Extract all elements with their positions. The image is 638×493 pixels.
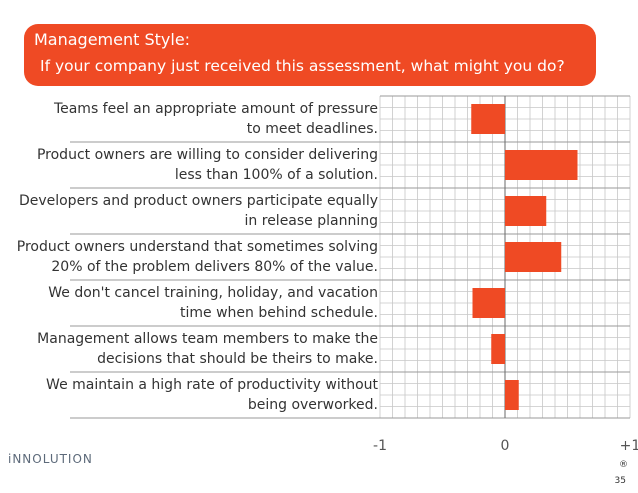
- x-tick-label: +1: [620, 438, 638, 454]
- row-label-line: Product owners understand that sometimes…: [16, 239, 378, 255]
- row-label-line: being overworked.: [247, 397, 378, 413]
- bar-7: [505, 380, 519, 410]
- bar-5: [472, 288, 505, 318]
- row-label: We don't cancel training, holiday, and v…: [4, 280, 378, 326]
- row-label-line: Teams feel an appropriate amount of pres…: [53, 101, 378, 117]
- slide-question: If your company just received this asses…: [40, 57, 565, 75]
- bar-6: [491, 334, 505, 364]
- row-label: We maintain a high rate of productivity …: [4, 372, 378, 418]
- row-label: Management allows team members to make t…: [4, 326, 378, 372]
- row-label-line: Product owners are willing to consider d…: [36, 147, 378, 163]
- row-label: Product owners are willing to consider d…: [4, 142, 378, 188]
- bar-4: [505, 242, 562, 272]
- row-label-line: less than 100% of a solution.: [174, 167, 378, 183]
- bar-2: [505, 150, 578, 180]
- bar-1: [471, 104, 505, 134]
- row-label: Product owners understand that sometimes…: [4, 234, 378, 280]
- title-banner: Management Style: If your company just r…: [24, 24, 596, 86]
- row-label-line: 20% of the problem delivers 80% of the v…: [51, 259, 378, 275]
- row-label-line: decisions that should be theirs to make.: [97, 351, 378, 367]
- registered-mark: ®: [619, 460, 628, 470]
- row-label-line: Developers and product owners participat…: [18, 193, 378, 209]
- x-tick-label: -1: [373, 438, 387, 454]
- row-label: Teams feel an appropriate amount of pres…: [4, 96, 378, 142]
- row-label-line: We don't cancel training, holiday, and v…: [48, 285, 378, 301]
- brand-logo: iNNOLUTION: [8, 452, 93, 466]
- row-label-line: Management allows team members to make t…: [37, 331, 378, 347]
- row-label-line: time when behind schedule.: [179, 305, 378, 321]
- slide-title: Management Style:: [34, 30, 191, 49]
- x-tick-label: 0: [501, 438, 510, 454]
- row-label-line: We maintain a high rate of productivity …: [46, 377, 378, 393]
- row-label-line: to meet deadlines.: [246, 121, 378, 137]
- row-label-line: in release planning: [244, 213, 378, 229]
- row-label: Developers and product owners participat…: [4, 188, 378, 234]
- page-number: 35: [614, 476, 626, 486]
- bar-3: [505, 196, 547, 226]
